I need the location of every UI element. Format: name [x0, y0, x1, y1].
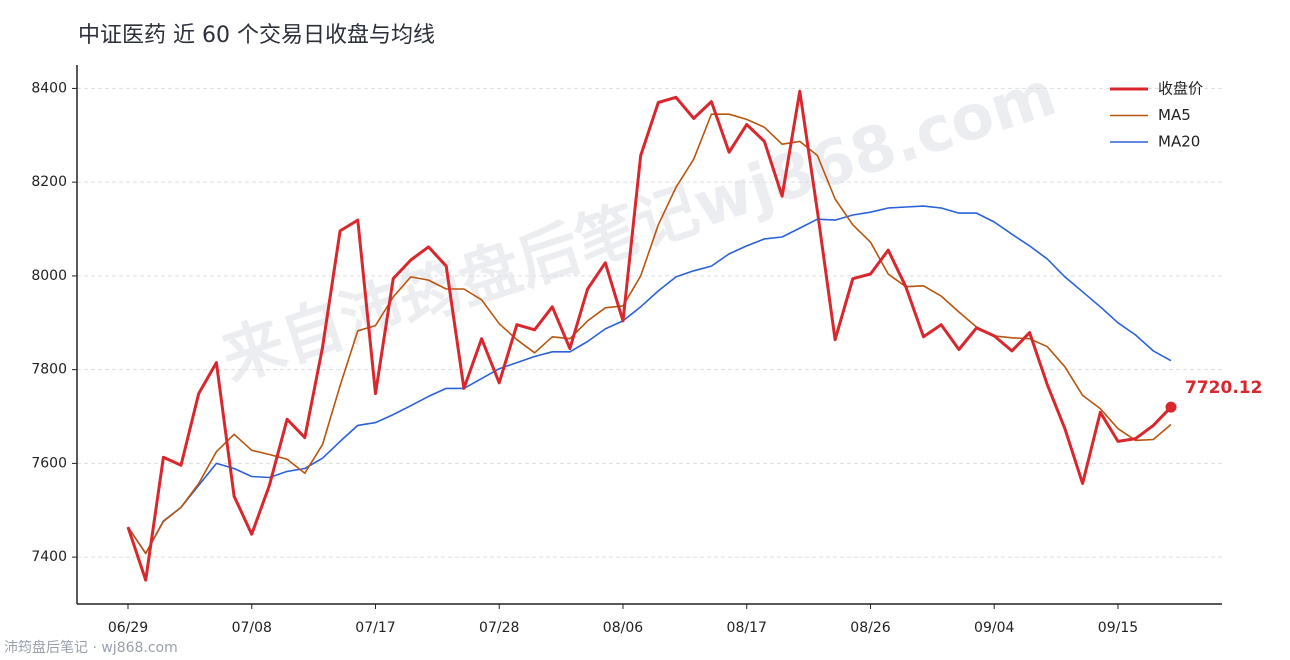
x-tick-label: 07/28 [479, 620, 519, 636]
x-tick-label: 06/29 [108, 620, 148, 636]
y-tick-label: 7800 [31, 362, 67, 378]
chart-title: 中证医药 近 60 个交易日收盘与均线 [78, 23, 435, 48]
y-tick-label: 7600 [31, 455, 67, 471]
legend-label: MA5 [1158, 106, 1191, 124]
x-tick-label: 07/08 [232, 620, 272, 636]
x-tick-label: 09/04 [974, 620, 1014, 636]
x-tick-label: 08/17 [727, 620, 767, 636]
y-tick-label: 8400 [31, 80, 67, 96]
legend-label: 收盘价 [1158, 80, 1203, 98]
y-tick-label: 8200 [31, 174, 67, 190]
x-tick-label: 08/26 [850, 620, 890, 636]
y-tick-label: 8000 [31, 268, 67, 284]
x-tick-label: 09/15 [1098, 620, 1138, 636]
x-tick-label: 08/06 [603, 620, 643, 636]
series-line [126, 89, 1173, 582]
footer: 沛筠盘后笔记 · wj868.com [4, 639, 178, 656]
last-point [1165, 401, 1177, 413]
x-tick-label: 07/17 [355, 620, 395, 636]
y-tick-label: 7400 [31, 549, 67, 565]
legend-label: MA20 [1158, 133, 1200, 151]
series-line [127, 205, 1172, 555]
series-line [127, 113, 1172, 555]
watermark: 来自沛筠盘后笔记wj868.com [213, 56, 1064, 395]
last-value-label: 7720.12 [1185, 378, 1262, 398]
